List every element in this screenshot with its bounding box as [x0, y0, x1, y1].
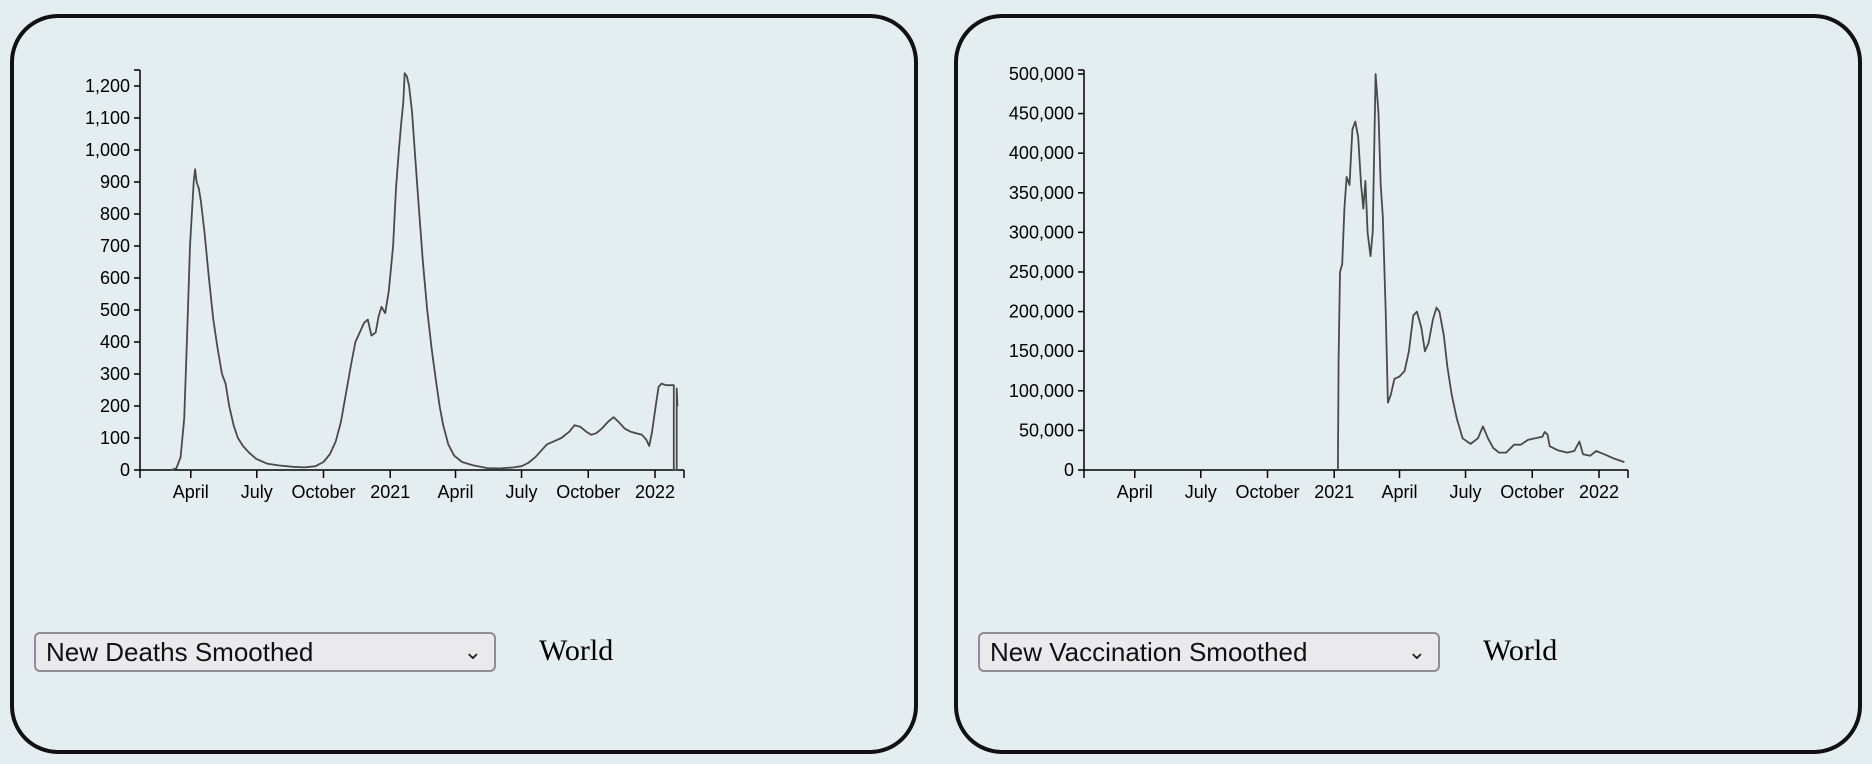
x-tick-label: April	[438, 482, 474, 502]
metric-select[interactable]: New Vaccination Smoothed ⌄	[978, 632, 1440, 672]
y-tick-label: 1,100	[85, 108, 130, 128]
series-line	[170, 72, 679, 471]
x-tick-label: October	[291, 482, 355, 502]
y-tick-label: 700	[100, 236, 130, 256]
y-tick-label: 1,000	[85, 140, 130, 160]
y-tick-label: 1,200	[85, 76, 130, 96]
x-tick-label: April	[1382, 482, 1418, 502]
y-tick-label: 600	[100, 268, 130, 288]
location-label: World	[539, 634, 614, 667]
x-tick-label: July	[1185, 482, 1217, 502]
x-tick-label: July	[241, 482, 273, 502]
y-tick-label: 0	[1064, 460, 1074, 480]
x-tick-label: April	[173, 482, 209, 502]
location-label: World	[1483, 634, 1558, 667]
y-tick-label: 500	[100, 300, 130, 320]
y-tick-label: 900	[100, 172, 130, 192]
x-tick-label: October	[1235, 482, 1299, 502]
y-tick-label: 250,000	[1009, 262, 1074, 282]
x-tick-label: April	[1117, 482, 1153, 502]
chevron-down-icon: ⌄	[463, 639, 482, 664]
series-line	[1337, 73, 1625, 471]
y-tick-label: 500,000	[1009, 64, 1074, 84]
vaccinations-line-chart: 0 50,000 100,000 150,000 200,000 250,000 300,0…	[1009, 64, 1629, 502]
chart-panel-vaccinations: 0 50,000 100,000 150,000 200,000 250,000 300,0…	[954, 14, 1862, 754]
chevron-down-icon: ⌄	[1407, 639, 1426, 664]
y-tick-label: 50,000	[1019, 420, 1074, 440]
x-tick-label: 2022	[635, 482, 675, 502]
metric-select-value: New Vaccination Smoothed	[990, 637, 1308, 667]
deaths-line-chart: 0 100 200 300 400 500 600 700 800 900 1,000 1,100 1,…	[85, 69, 685, 502]
y-tick-label: 400,000	[1009, 143, 1074, 163]
y-tick-label: 800	[100, 204, 130, 224]
y-tick-label: 400	[100, 332, 130, 352]
y-tick-label: 0	[120, 460, 130, 480]
metric-select[interactable]: New Deaths Smoothed ⌄	[34, 632, 496, 672]
metric-select-value: New Deaths Smoothed	[46, 637, 314, 667]
x-tick-label: October	[556, 482, 620, 502]
x-tick-label: 2021	[1314, 482, 1354, 502]
y-tick-label: 200	[100, 396, 130, 416]
x-tick-label: July	[506, 482, 538, 502]
x-tick-label: 2021	[370, 482, 410, 502]
chart-panel-deaths: 0 100 200 300 400 500 600 700 800 900 1,000 1,100 1,…	[10, 14, 918, 754]
y-tick-label: 350,000	[1009, 183, 1074, 203]
x-tick-label: October	[1500, 482, 1564, 502]
y-tick-label: 450,000	[1009, 104, 1074, 124]
x-tick-label: July	[1450, 482, 1482, 502]
y-tick-label: 200,000	[1009, 302, 1074, 322]
y-tick-label: 100	[100, 428, 130, 448]
y-tick-label: 300	[100, 364, 130, 384]
y-tick-label: 150,000	[1009, 341, 1074, 361]
y-tick-label: 100,000	[1009, 381, 1074, 401]
x-tick-label: 2022	[1579, 482, 1619, 502]
y-tick-label: 300,000	[1009, 222, 1074, 242]
